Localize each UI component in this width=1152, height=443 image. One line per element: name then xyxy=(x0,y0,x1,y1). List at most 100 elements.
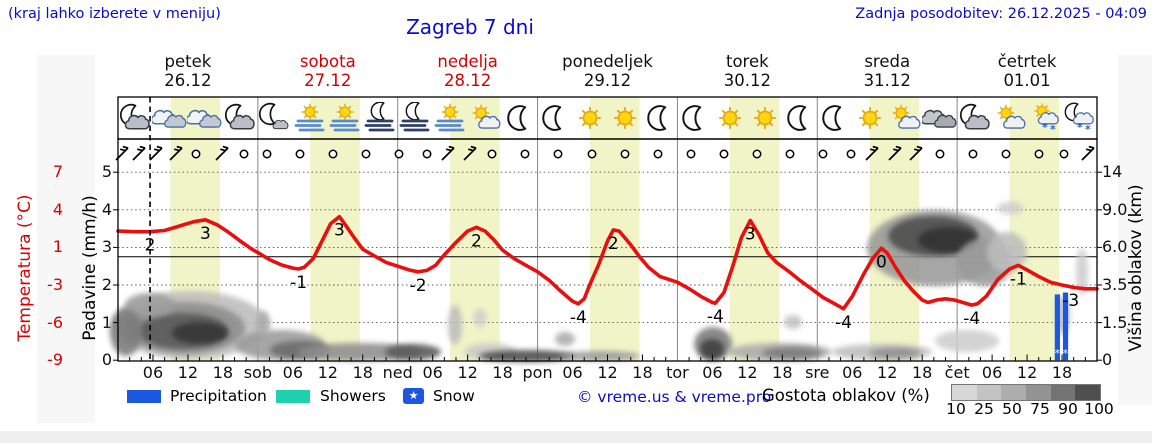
svg-text:2: 2 xyxy=(608,234,619,254)
svg-text:3: 3 xyxy=(334,221,345,241)
x-axis-label: 18 xyxy=(212,363,234,382)
moon-fog-icon xyxy=(397,101,433,134)
day-name: sreda xyxy=(864,52,911,71)
svg-text:-3: -3 xyxy=(1062,291,1079,311)
day-name: četrtek xyxy=(997,52,1057,71)
x-axis-label: sob xyxy=(243,363,272,382)
sun-fog-icon xyxy=(292,102,328,134)
page-title: Zagreb 7 dni xyxy=(406,15,534,39)
x-axis-label: 12 xyxy=(177,363,199,382)
x-axis-label: 12 xyxy=(1016,363,1038,382)
x-axis-label: 06 xyxy=(981,363,1003,382)
day-name: petek xyxy=(164,52,212,71)
gradient-segment xyxy=(1026,385,1051,400)
moon-icon xyxy=(642,102,678,134)
svg-text:3: 3 xyxy=(745,224,756,244)
sun-cloud-icon xyxy=(467,102,503,134)
svg-text:-4: -4 xyxy=(963,309,980,329)
cloud-density-tick: 25 xyxy=(974,400,994,418)
x-axis-label: 18 xyxy=(632,363,653,382)
sun-icon xyxy=(712,102,748,134)
sun-cloud-icon xyxy=(887,102,923,134)
day-header: sobota 27.12 xyxy=(300,52,356,90)
menu-hint-note: (kraj lahko izberete v meniju) xyxy=(8,6,221,22)
sun-cloud-icon xyxy=(992,102,1028,134)
svg-text:-1: -1 xyxy=(1010,269,1027,289)
showers-legend-label: Showers xyxy=(320,387,386,405)
right-gutter xyxy=(1118,55,1152,405)
cloud-density-tick: 10 xyxy=(946,400,966,418)
day-date: 31.12 xyxy=(863,71,911,90)
day-header: ponedeljek 29.12 xyxy=(562,52,653,90)
moon-icon xyxy=(817,102,853,134)
cloud-density-legend-label: Gostota oblakov (%) xyxy=(762,386,930,405)
svg-text:0: 0 xyxy=(876,252,887,272)
precipitation-swatch xyxy=(127,390,161,403)
moon-cloud-icon xyxy=(222,102,258,134)
clouds-icon xyxy=(151,102,188,134)
gradient-segment xyxy=(952,385,977,400)
svg-text:3: 3 xyxy=(200,224,211,244)
gradient-segment xyxy=(1075,385,1101,400)
copyright-link[interactable]: © vreme.us & vreme.pro xyxy=(577,388,772,406)
sun-fog-icon xyxy=(327,102,363,134)
cloud-density-tick: 100 xyxy=(1084,400,1114,418)
sun-icon xyxy=(572,102,608,134)
gradient-segment xyxy=(1050,385,1076,400)
x-axis-label: 12 xyxy=(457,363,478,382)
moon-cloud-small-icon xyxy=(257,102,293,134)
day-date: 28.12 xyxy=(444,71,492,90)
cloud-density-tick: 75 xyxy=(1030,400,1050,418)
x-axis-label: 06 xyxy=(142,363,164,382)
day-header: nedelja 28.12 xyxy=(437,52,498,90)
snow-swatch: ★ xyxy=(403,388,424,404)
svg-text:-2: -2 xyxy=(410,276,427,296)
day-date: 30.12 xyxy=(723,71,771,90)
moon-cloud-icon xyxy=(957,102,993,134)
left-gutter xyxy=(37,55,95,423)
showers-swatch xyxy=(276,390,310,403)
day-header: sreda 31.12 xyxy=(864,52,911,90)
cloud-density-tick: 90 xyxy=(1058,400,1078,418)
clouds-gray-icon xyxy=(920,102,958,134)
svg-text:*: * xyxy=(1050,123,1056,134)
x-axis-label: sre xyxy=(805,363,830,382)
sun-icon xyxy=(607,102,643,134)
snow-legend-label: Snow xyxy=(433,387,475,405)
day-name: nedelja xyxy=(437,52,498,71)
svg-text:2: 2 xyxy=(145,236,156,256)
moon-icon xyxy=(677,102,713,134)
precipitation-axis-title: Padavine (mm/h) xyxy=(80,195,100,341)
x-axis-label: 18 xyxy=(492,363,513,382)
svg-text:-4: -4 xyxy=(570,308,587,328)
moon-icon xyxy=(782,102,818,134)
day-header: četrtek 01.01 xyxy=(998,52,1057,90)
day-header: petek 26.12 xyxy=(164,52,211,90)
precipitation-legend-label: Precipitation xyxy=(170,387,267,405)
moon-cloud-icon xyxy=(117,102,153,134)
x-axis-label: tor xyxy=(666,363,689,382)
x-axis-label: pon xyxy=(522,363,553,382)
day-header: torek 30.12 xyxy=(724,52,771,90)
x-axis-label: 06 xyxy=(842,363,863,382)
sun-fog-icon xyxy=(432,102,468,134)
gradient-segment xyxy=(1001,385,1027,400)
svg-text:*: * xyxy=(1042,121,1048,134)
svg-text:*: * xyxy=(1063,347,1069,360)
day-date: 26.12 xyxy=(164,71,212,90)
sun-cloud-snow-icon: * * xyxy=(1027,102,1063,136)
x-axis-label: 18 xyxy=(772,363,793,382)
day-name: torek xyxy=(725,52,769,71)
x-axis-label: 06 xyxy=(282,363,303,382)
moon-cloud-snow-icon: * * xyxy=(1062,102,1098,136)
x-axis-label: 18 xyxy=(352,363,373,382)
svg-text:-1: -1 xyxy=(290,273,307,293)
x-axis-label: 12 xyxy=(317,363,338,382)
x-axis-label: ned xyxy=(382,363,413,382)
sun-icon xyxy=(852,102,888,134)
